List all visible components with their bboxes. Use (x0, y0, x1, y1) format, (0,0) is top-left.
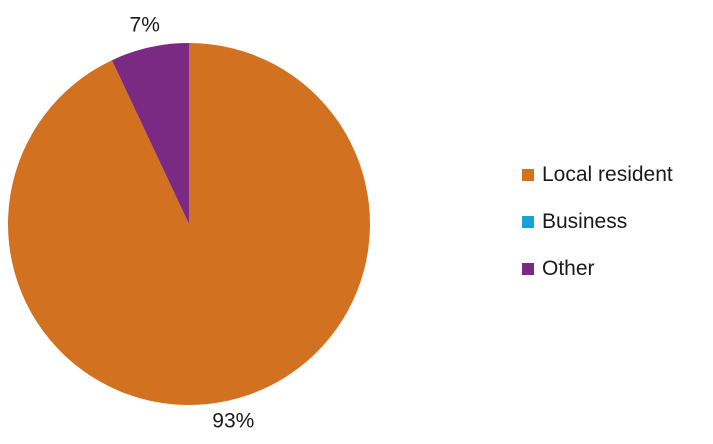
legend-item-business: Business (522, 210, 673, 234)
chart-legend: Local resident Business Other (522, 163, 673, 304)
legend-label-business: Business (542, 210, 628, 233)
legend-swatch-local-resident (522, 169, 534, 181)
data-label-local-resident: 93% (212, 410, 254, 433)
legend-item-other: Other (522, 257, 673, 281)
legend-item-local-resident: Local resident (522, 163, 673, 187)
data-label-other: 7% (130, 13, 160, 36)
legend-swatch-other (522, 263, 534, 275)
pie-slice-local-resident (7, 43, 371, 406)
legend-label-other: Other (542, 257, 595, 280)
pie-slice-other (111, 43, 189, 224)
legend-label-local-resident: Local resident (542, 163, 673, 186)
legend-swatch-business (522, 216, 534, 228)
